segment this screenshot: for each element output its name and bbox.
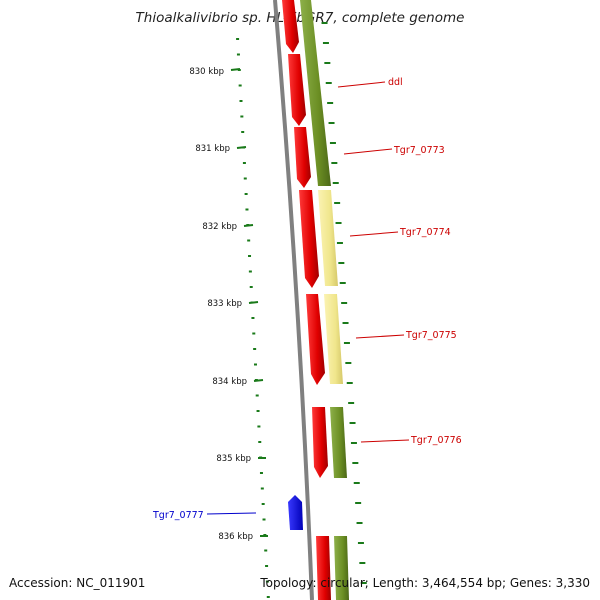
tick-dot — [328, 122, 335, 124]
cog-bar-green[interactable] — [334, 536, 349, 600]
tick-dot — [342, 322, 349, 324]
gene-labels: ddl Tgr7_0773 Tgr7_0774 Tgr7_0775 Tgr7_0… — [152, 77, 462, 521]
tick-label: 834 kbp — [212, 377, 247, 387]
gene-arrow[interactable] — [294, 127, 311, 188]
tick-dot — [265, 580, 269, 583]
tick-dot — [353, 482, 360, 484]
tick-dot — [348, 402, 355, 404]
cog-bar-green[interactable] — [330, 407, 347, 478]
outer-tick-ring — [321, 22, 367, 584]
tick-dot — [321, 22, 328, 24]
tick-dot — [256, 410, 260, 412]
tick-dot — [248, 270, 252, 273]
tick-dot — [345, 362, 352, 364]
tick-dot — [339, 282, 346, 284]
tick-dot — [324, 62, 331, 64]
tick-dot — [259, 472, 263, 474]
tick-dot — [252, 332, 256, 335]
tick-dot — [359, 562, 366, 564]
gene-arrow[interactable] — [306, 294, 325, 385]
tick-label: 830 kbp — [189, 67, 224, 77]
kbp-ticks: 830 kbp 831 kbp 832 kbp 833 kbp 834 kbp … — [189, 67, 268, 542]
tick-dot — [325, 82, 332, 84]
inner-tick-ring — [236, 38, 270, 598]
cog-bar-yellow[interactable] — [318, 190, 338, 286]
tick-dot — [236, 53, 240, 56]
tick-dot — [352, 462, 359, 464]
tick-dot — [257, 425, 261, 428]
map-title: Thioalkalivibrio sp. HL-EbGR7, complete … — [135, 10, 465, 26]
tick-dot — [258, 441, 262, 443]
tick-dot — [236, 38, 240, 40]
tick-dot — [266, 596, 270, 598]
cog-bar-green[interactable] — [300, 0, 331, 186]
tick-dot — [244, 193, 248, 195]
tick-dot — [249, 286, 253, 288]
gene-label-tgr7-0773[interactable]: Tgr7_0773 — [393, 145, 445, 156]
tick-dot — [253, 348, 257, 350]
label-leaders — [206, 81, 410, 515]
gene-arrow[interactable] — [288, 54, 306, 126]
tick-dot — [327, 102, 334, 104]
tick-dot — [355, 502, 362, 504]
cog-bars — [300, 0, 349, 600]
tick-label: 835 kbp — [216, 454, 251, 464]
gene-label-tgr7-0774[interactable]: Tgr7_0774 — [399, 227, 451, 238]
forward-strand-genes — [282, 0, 331, 600]
tick-dot — [243, 177, 247, 180]
tick-dot — [253, 363, 257, 366]
tick-dot — [343, 342, 350, 344]
tick-dot — [247, 239, 251, 242]
tick-dot — [255, 394, 259, 397]
tick-dot — [262, 518, 266, 521]
gene-arrow[interactable] — [316, 536, 331, 600]
tick-dot — [349, 422, 356, 424]
gene-label-tgr7-0775[interactable]: Tgr7_0775 — [405, 330, 457, 341]
tick-dot — [331, 162, 338, 164]
tick-dot — [332, 182, 339, 184]
tick-dot — [264, 549, 268, 552]
genome-summary: Topology: circular; Length: 3,464,554 bp… — [260, 576, 590, 590]
gene-arrow[interactable] — [282, 0, 299, 53]
tick-dot — [261, 503, 265, 505]
tick-dot — [242, 162, 246, 164]
tick-label: 831 kbp — [195, 144, 230, 154]
tick-dot — [356, 522, 363, 524]
gene-arrow[interactable] — [299, 190, 319, 288]
tick-dot — [335, 222, 342, 224]
gene-label-ddl[interactable]: ddl — [388, 77, 403, 88]
accession-label: Accession: NC_011901 — [9, 576, 146, 590]
tick-dot — [357, 542, 364, 544]
tick-dot — [245, 208, 249, 211]
tick-dot — [334, 202, 341, 204]
tick-dot — [260, 487, 264, 490]
tick-dot — [265, 565, 269, 567]
tick-label: 836 kbp — [218, 532, 253, 542]
tick-dot — [239, 100, 243, 102]
tick-dot — [350, 442, 357, 444]
tick-dot — [338, 262, 345, 264]
tick-dot — [241, 131, 245, 133]
gene-arrow[interactable] — [312, 407, 328, 478]
tick-dot — [360, 582, 367, 584]
genome-backbone — [273, 0, 314, 600]
tick-dot — [248, 255, 252, 257]
cog-bar-yellow[interactable] — [324, 294, 343, 384]
tick-dot — [336, 242, 343, 244]
tick-dot — [322, 42, 329, 44]
gene-arrow-reverse[interactable] — [288, 495, 303, 530]
tick-dot — [251, 317, 255, 319]
tick-dot — [346, 382, 353, 384]
gene-label-tgr7-0777[interactable]: Tgr7_0777 — [152, 510, 204, 521]
tick-label: 832 kbp — [202, 222, 237, 232]
tick-dot — [341, 302, 348, 304]
tick-dot — [329, 142, 336, 144]
gene-label-tgr7-0776[interactable]: Tgr7_0776 — [410, 435, 462, 446]
tick-label: 833 kbp — [207, 299, 242, 309]
tick-dot — [240, 115, 244, 118]
tick-dot — [238, 84, 242, 87]
